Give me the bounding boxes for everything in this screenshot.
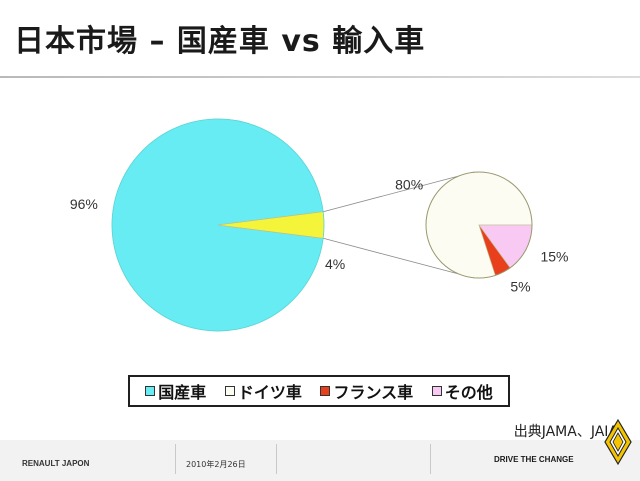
connector-lines	[323, 171, 475, 279]
breakdown-pie	[425, 171, 533, 279]
footer-divider	[276, 444, 277, 474]
legend-swatch	[145, 386, 156, 396]
legend-item-german: ドイツ車	[224, 379, 302, 403]
title-divider	[0, 76, 640, 78]
page-title: 日本市場 – 国産車 vs 輸入車	[14, 24, 426, 59]
legend-swatch	[431, 386, 442, 396]
percent-label: 4%	[325, 256, 345, 272]
legend-swatch	[320, 386, 331, 396]
legend-item-french: フランス車	[320, 379, 413, 403]
breakdown-pie-outline	[425, 171, 533, 279]
data-source-note: 出典JAMA、JAIA	[513, 424, 618, 440]
slide-footer: RENAULT JAPON 2010年2月26日	[0, 440, 640, 481]
connector-line	[323, 237, 475, 279]
main-pie-outline	[111, 118, 325, 332]
percent-label: 80%	[395, 176, 423, 192]
legend-item-other: その他	[431, 379, 493, 403]
footer-company: RENAULT JAPON	[22, 459, 90, 468]
legend-label: 国産車	[158, 383, 207, 402]
footer-divider	[430, 444, 431, 474]
percent-label: 5%	[510, 278, 530, 294]
legend-item-domestic: 国産車	[145, 379, 206, 403]
legend-swatch	[224, 386, 235, 396]
percent-label: 15%	[540, 248, 568, 264]
footer-divider	[175, 444, 176, 474]
connector-line	[323, 171, 475, 213]
legend-label: ドイツ車	[237, 383, 302, 402]
chart-legend: 国産車 ドイツ車 フランス車 その他	[128, 375, 510, 407]
percent-labels: 96% 4% 80% 5% 15%	[70, 176, 569, 294]
legend-label: その他	[444, 383, 493, 402]
legend-label: フランス車	[333, 383, 414, 402]
main-pie	[111, 118, 325, 332]
footer-date: 2010年2月26日	[186, 460, 246, 469]
percent-label: 96%	[70, 196, 98, 212]
brand-slogan: DRIVE THE CHANGE	[494, 455, 574, 464]
renault-logo-icon	[604, 418, 632, 466]
